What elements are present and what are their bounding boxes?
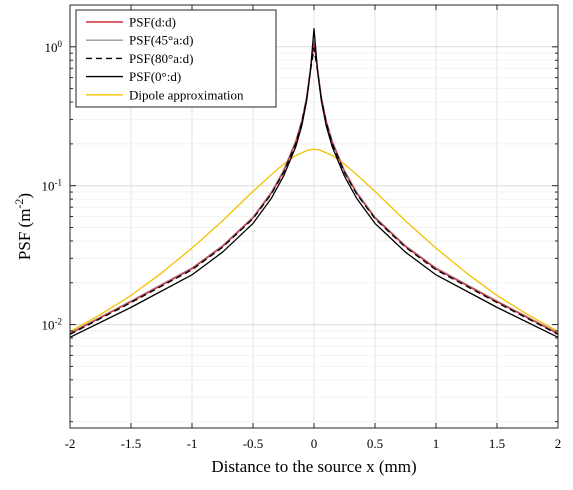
legend-label: PSF(d:d) bbox=[129, 15, 176, 30]
y-tick-label: 10-2 bbox=[42, 317, 63, 333]
y-axis-label-exponent: -2 bbox=[12, 199, 26, 209]
y-tick-label-base: 10 bbox=[42, 318, 55, 333]
legend-label: PSF(45°a:d) bbox=[129, 33, 193, 48]
y-tick-label-base: 10 bbox=[45, 40, 58, 55]
x-tick-label: -0.5 bbox=[243, 436, 264, 451]
series-line bbox=[69, 148, 559, 333]
x-tick-label: 1 bbox=[433, 436, 440, 451]
series-line bbox=[69, 47, 559, 335]
x-tick-label: -2 bbox=[65, 436, 76, 451]
x-tick-label: 1.5 bbox=[489, 436, 505, 451]
y-tick-label: 10-1 bbox=[42, 178, 63, 194]
legend: PSF(d:d) PSF(45°a:d) PSF(80°a:d) PSF(0°:d) D… bbox=[75, 9, 277, 108]
x-tick-label: 0 bbox=[311, 436, 318, 451]
y-axis-label: PSF (m-2) bbox=[12, 193, 34, 260]
x-tick-label: -1.5 bbox=[121, 436, 142, 451]
legend-label: PSF(80°a:d) bbox=[129, 51, 193, 66]
x-tick-label: -1 bbox=[187, 436, 198, 451]
y-tick-label-base: 10 bbox=[42, 179, 55, 194]
y-axis-label-main: PSF (m bbox=[15, 209, 34, 261]
legend-label: PSF(0°:d) bbox=[129, 69, 181, 84]
series-line bbox=[69, 28, 559, 338]
y-axis-label-suffix: ) bbox=[15, 193, 34, 199]
x-tick-label: 2 bbox=[555, 436, 562, 451]
y-tick-label-exponent: -2 bbox=[55, 317, 63, 327]
plot-area bbox=[69, 28, 559, 338]
legend-label: Dipole approximation bbox=[129, 87, 244, 102]
x-axis-label: Distance to the source x (mm) bbox=[211, 457, 416, 476]
y-tick-label-exponent: -1 bbox=[55, 178, 63, 188]
x-tick-label: 0.5 bbox=[367, 436, 383, 451]
y-tick-label: 100 bbox=[45, 39, 63, 55]
series-line bbox=[69, 40, 559, 334]
y-tick-label-exponent: 0 bbox=[58, 39, 63, 49]
